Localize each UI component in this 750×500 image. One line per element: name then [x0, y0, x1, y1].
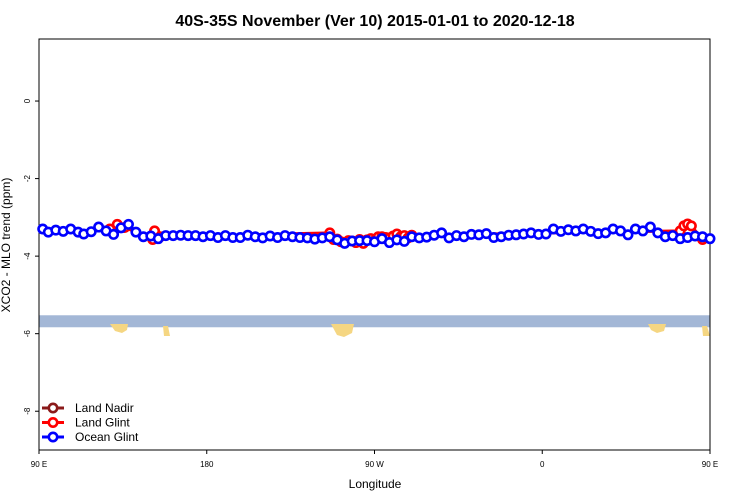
data-point	[704, 233, 716, 245]
land-patch	[110, 324, 128, 333]
ocean-band	[39, 315, 710, 328]
legend-label: Land Glint	[75, 416, 130, 430]
data-point	[122, 218, 134, 230]
x-axis-ticks: 90 E 180 90 W 0 90 E	[31, 450, 718, 469]
x-axis-label: Longitude	[349, 477, 402, 491]
y-tick-label: -2	[23, 174, 32, 182]
data-point	[436, 227, 448, 239]
legend-item: Ocean Glint	[42, 430, 139, 444]
x-tick-label: 90 W	[365, 460, 384, 469]
land-patch	[648, 324, 666, 333]
y-tick-label: -6	[23, 330, 32, 338]
data-point	[644, 221, 656, 233]
legend-marker	[47, 416, 59, 428]
land-patch	[331, 324, 354, 337]
data-point	[85, 226, 97, 238]
legend-label: Land Nadir	[75, 401, 134, 415]
data-point	[130, 226, 142, 238]
y-axis-label: XCO2 - MLO trend (ppm)	[0, 178, 13, 313]
data-point	[622, 229, 634, 241]
map-strip	[39, 315, 710, 337]
data-point	[540, 228, 552, 240]
legend-label: Ocean Glint	[75, 430, 139, 444]
legend-marker	[47, 402, 59, 414]
x-tick-label: 180	[200, 460, 214, 469]
x-tick-label: 0	[540, 460, 545, 469]
series-ocean-glint	[37, 218, 716, 249]
legend-item: Land Nadir	[42, 401, 134, 415]
data-point	[108, 228, 120, 240]
legend-item: Land Glint	[42, 416, 130, 430]
x-tick-label: 90 E	[31, 460, 47, 469]
legend-marker	[47, 431, 59, 443]
data-point	[398, 235, 410, 247]
x-tick-label: 90 E	[702, 460, 718, 469]
chart-title: 40S-35S November (Ver 10) 2015-01-01 to …	[175, 13, 574, 30]
y-axis-ticks: 0 -2 -4 -6 -8	[23, 98, 39, 415]
y-tick-label: -4	[23, 252, 32, 260]
land-patch	[702, 326, 710, 336]
data-point	[685, 220, 697, 232]
y-tick-label: 0	[23, 98, 32, 103]
y-tick-label: -8	[23, 407, 32, 415]
land-patch	[163, 326, 170, 336]
series-layer	[37, 218, 716, 249]
